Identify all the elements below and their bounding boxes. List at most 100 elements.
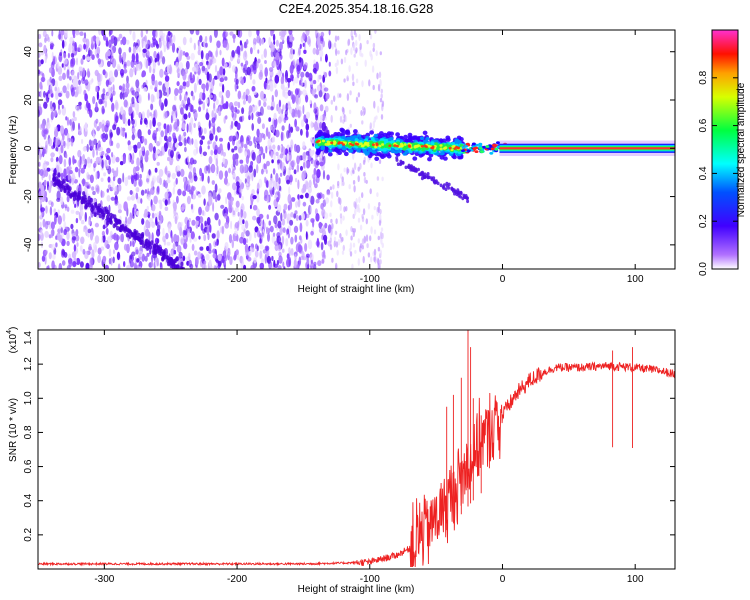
noise-blob: [320, 203, 324, 210]
noise-blob: [138, 178, 143, 187]
noise-blob: [96, 90, 99, 101]
noise-blob: [179, 85, 184, 91]
noise-blob: [302, 183, 307, 193]
noise-blob: [293, 259, 297, 268]
noise-blob: [235, 70, 238, 80]
noise-blob: [50, 111, 54, 121]
noise-blob: [80, 209, 84, 217]
sparse-noise-blob: [357, 258, 360, 266]
noise-blob: [214, 241, 219, 246]
trace-blob: [94, 203, 98, 209]
sparse-noise-blob: [367, 203, 371, 210]
noise-blob: [118, 47, 122, 55]
noise-blob: [280, 83, 285, 90]
snr-spikes: [446, 330, 633, 531]
noise-blob: [94, 235, 100, 244]
noise-blob: [96, 149, 98, 156]
noise-blob: [215, 135, 218, 142]
noise-blob: [87, 174, 91, 180]
sparse-noise-blob: [354, 33, 358, 38]
noise-blob: [48, 93, 51, 99]
noise-blob: [171, 42, 176, 53]
noise-blob: [328, 30, 331, 36]
noise-blob: [79, 261, 84, 268]
noise-blob: [53, 109, 58, 116]
noise-blob: [309, 99, 312, 105]
noise-blob: [219, 137, 223, 142]
noise-blob: [195, 190, 198, 196]
noise-blob: [55, 147, 58, 152]
noise-blob: [156, 53, 160, 62]
sparse-noise-blob: [333, 240, 336, 248]
noise-blob: [98, 146, 104, 152]
signal-blob: [439, 144, 443, 147]
sparse-noise-blob: [342, 215, 345, 221]
signal-blob: [421, 148, 425, 152]
noise-blob: [205, 253, 210, 261]
sparse-noise-blob: [378, 71, 382, 79]
noise-blob: [237, 90, 242, 100]
sparse-noise-blob: [361, 120, 364, 125]
noise-blob: [250, 264, 255, 269]
noise-blob: [175, 241, 179, 247]
noise-blob: [322, 193, 325, 200]
noise-blob: [158, 98, 162, 107]
sparse-noise-blob: [355, 198, 358, 204]
noise-blob: [321, 84, 326, 94]
noise-blob: [281, 218, 286, 226]
noise-blob: [148, 217, 154, 224]
noise-blob: [208, 249, 212, 254]
noise-blob: [132, 240, 135, 248]
noise-blob: [56, 164, 60, 175]
noise-blob: [258, 132, 263, 143]
noise-blob: [64, 204, 68, 209]
noise-blob: [259, 69, 263, 78]
noise-blob: [118, 184, 122, 192]
noise-blob: [191, 243, 195, 251]
noise-blob: [51, 51, 54, 60]
noise-blob: [266, 226, 268, 234]
signal-blob: [338, 144, 343, 148]
noise-blob: [50, 152, 55, 158]
noise-blob: [62, 85, 67, 94]
noise-blob: [286, 179, 291, 185]
noise-blob: [102, 135, 107, 143]
noise-blob: [91, 249, 95, 259]
noise-blob: [302, 42, 305, 48]
noise-blob: [181, 202, 186, 210]
noise-blob: [122, 130, 125, 138]
noise-blob: [102, 88, 106, 94]
trace-blob: [154, 248, 158, 253]
sparse-noise-blob: [331, 43, 334, 50]
signal-blob: [452, 144, 456, 148]
noise-blob: [54, 126, 58, 131]
noise-blob: [205, 98, 209, 104]
noise-blob: [303, 64, 308, 70]
noise-blob: [272, 33, 276, 42]
noise-blob: [256, 208, 260, 217]
sparse-noise-blob: [381, 100, 385, 108]
noise-blob: [263, 101, 267, 108]
noise-blob: [195, 30, 200, 36]
noise-blob: [44, 55, 47, 64]
sparse-noise-blob: [380, 88, 383, 94]
noise-blob: [209, 133, 214, 141]
noise-blob: [107, 236, 112, 244]
noise-blob: [126, 243, 130, 254]
noise-blob: [209, 59, 213, 66]
branch-blob: [410, 164, 413, 168]
noise-blob: [261, 38, 265, 45]
noise-blob: [296, 263, 299, 269]
noise-blob: [56, 197, 61, 202]
noise-blob: [108, 70, 114, 80]
sparse-noise-blob: [329, 237, 332, 243]
noise-blob: [197, 44, 201, 52]
transition-blob: [496, 145, 501, 149]
noise-blob: [282, 261, 285, 268]
noise-blob: [205, 82, 209, 92]
noise-blob: [120, 126, 123, 136]
noise-blob: [317, 260, 322, 267]
noise-blob: [247, 95, 252, 104]
noise-blob: [295, 201, 298, 208]
noise-blob: [67, 52, 70, 59]
